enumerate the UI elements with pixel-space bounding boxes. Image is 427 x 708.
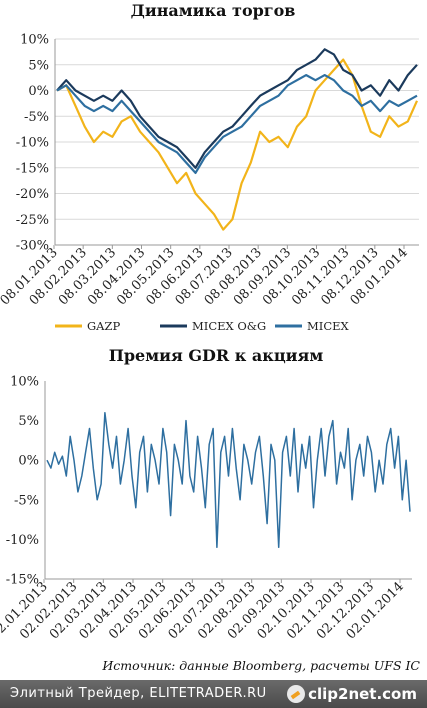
chart2-y-tick-label: -10%: [6, 533, 39, 548]
chart1-y-tick-label: -5%: [24, 110, 49, 125]
chart1-y-tick-label: -15%: [16, 161, 49, 176]
chart1-y-tick-label: 5%: [28, 58, 49, 73]
chart1-y-tick-label: -25%: [16, 213, 49, 228]
legend-label-3: MICEX: [307, 319, 350, 333]
brand-text: clip2net.com: [308, 685, 417, 703]
chart1-series-line-3: [56, 73, 418, 174]
chart2-y-tick-label: -15%: [6, 573, 39, 588]
chart1-y-tick-label: 0%: [28, 84, 49, 99]
chart2-y-tick-label: -5%: [14, 493, 39, 508]
chart2-series-line-1: [46, 411, 411, 549]
chart2-y-tick-label: 5%: [18, 414, 39, 429]
chart1-y-tick-label: -20%: [16, 187, 49, 202]
chart1-y-tick-label: -30%: [16, 239, 49, 254]
footer-site-text: Элитный Трейдер, ELITETRADER.RU: [10, 686, 267, 701]
chart2-y-axis: 10% 5% 0% -5% -10% -15%: [6, 375, 39, 588]
chart2-y-tick-label: 0%: [18, 454, 39, 469]
chart1-grid: [54, 38, 419, 246]
chart2-series: [46, 411, 411, 549]
chart1-series: [56, 48, 419, 231]
chart1-legend: GAZP MICEX O&G MICEX: [55, 319, 350, 333]
source-note: Источник: данные Bloomberg, расчеты UFS …: [102, 658, 420, 673]
chart1-y-tick-label: 10%: [20, 33, 49, 48]
legend-label-1: GAZP: [87, 319, 120, 333]
chart2-x-axis: 02.01.201302.02.201302.03.201302.04.2013…: [0, 579, 407, 642]
brand-logo[interactable]: clip2net.com: [287, 683, 417, 705]
footer-bar: Элитный Трейдер, ELITETRADER.RU clip2net…: [0, 680, 427, 708]
chart1-series-line-2: [56, 48, 418, 169]
chart2-title: Премия GDR к акциям: [109, 346, 324, 365]
chart1-x-axis: 08.01.201308.02.201308.03.201308.04.2013…: [0, 245, 411, 308]
chart2-grid: [44, 381, 412, 580]
chart1-title: Динамика торгов: [131, 1, 296, 20]
chart1-y-axis: 10% 5% 0% -5% -10% -15% -20% -25% -30%: [16, 33, 49, 254]
chart2-y-tick-label: 10%: [10, 375, 39, 390]
clip2net-logo-icon: [287, 685, 306, 703]
chart1-y-tick-label: -10%: [16, 136, 49, 151]
chart1-series-line-1: [56, 58, 419, 231]
charts-canvas: Динамика торгов 10% 5% 0% -5% -10% -15% -20% -2…: [0, 1, 419, 642]
legend-label-2: MICEX O&G: [192, 319, 266, 333]
